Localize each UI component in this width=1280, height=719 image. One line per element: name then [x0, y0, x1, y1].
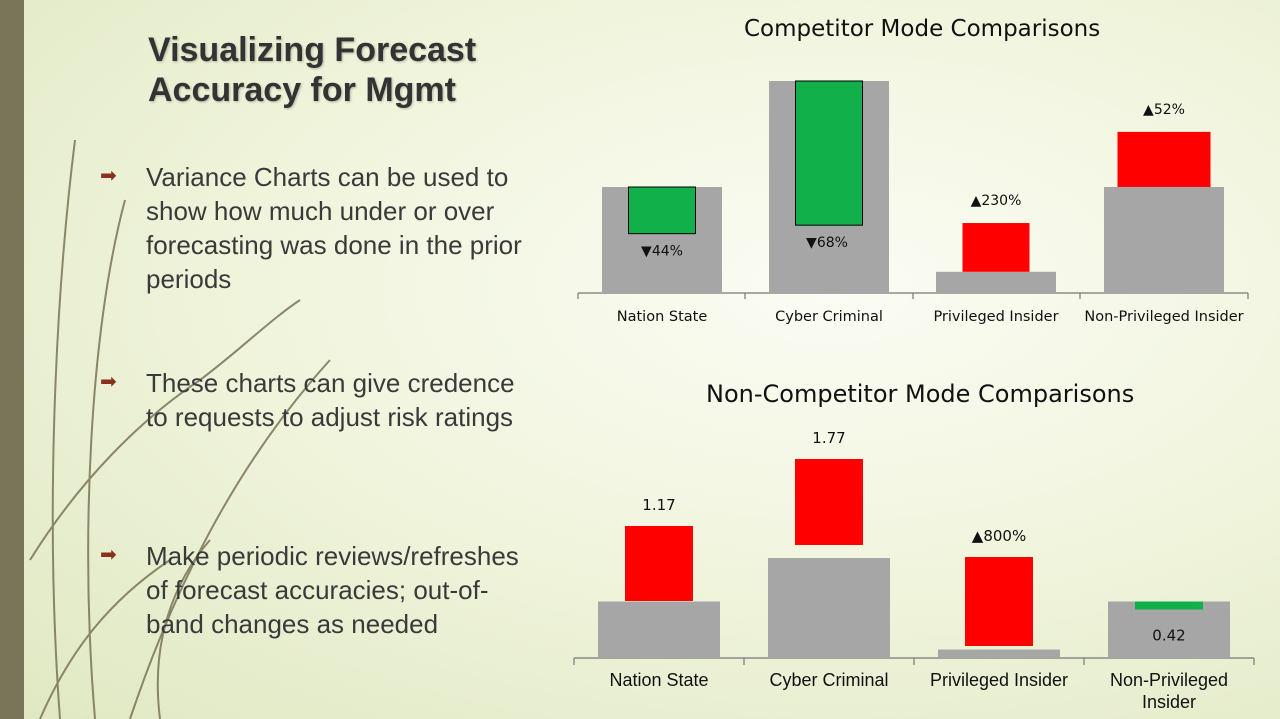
variance-label: ▼44% — [641, 244, 683, 260]
bullet-text: These charts can give credence to reques… — [146, 368, 515, 432]
category-tick-label: Nation State — [617, 309, 708, 325]
category-tick-label: Nation State — [609, 670, 708, 690]
under-forecast-bar — [628, 186, 696, 235]
value-label: 1.17 — [642, 496, 675, 514]
baseline-bar — [1108, 601, 1230, 658]
arrow-right-icon: ➡ — [100, 165, 117, 187]
bullet-item-credence: ➡ These charts can give credence to requ… — [100, 366, 540, 434]
baseline-bar — [936, 271, 1056, 293]
under-forecast-bar — [1135, 601, 1203, 610]
over-forecast-bar — [625, 526, 693, 601]
category-tick-label: Privileged Insider — [930, 670, 1068, 690]
slide-title: Visualizing Forecast Accuracy for Mgmt — [148, 31, 477, 109]
over-forecast-bar — [965, 557, 1033, 646]
bullet-item-periodic-reviews: ➡ Make periodic reviews/refreshes of for… — [100, 539, 540, 641]
variance-label: ▼68% — [806, 235, 848, 251]
under-forecast-bar — [795, 80, 863, 226]
arrow-right-icon: ➡ — [100, 544, 117, 566]
arrow-right-icon: ➡ — [100, 371, 117, 393]
bullet-item-variance-charts: ➡ Variance Charts can be used to show ho… — [100, 160, 540, 296]
category-tick-label: Non-Privileged Insider — [1084, 309, 1243, 325]
category-tick-label: Cyber Criminal — [775, 309, 883, 325]
baseline-bar — [768, 557, 890, 658]
variance-label: ▲230% — [971, 193, 1022, 209]
category-tick-label: Non-Privileged — [1110, 670, 1228, 690]
baseline-bar — [1104, 187, 1224, 293]
side-accent-strip — [0, 0, 24, 719]
competitor-chart-title: Competitor Mode Comparisons — [744, 16, 1101, 42]
value-label: 0.42 — [1152, 627, 1185, 645]
over-forecast-bar — [962, 223, 1030, 272]
category-tick-label: Privileged Insider — [933, 309, 1058, 325]
value-label: 1.77 — [812, 429, 845, 447]
value-label: ▲800% — [972, 527, 1026, 545]
over-forecast-bar — [795, 459, 863, 545]
baseline-bar — [938, 649, 1060, 658]
bullet-text: Make periodic reviews/refreshes of forec… — [146, 541, 519, 639]
category-tick-label: Cyber Criminal — [769, 670, 888, 690]
variance-label: ▲52% — [1143, 102, 1185, 118]
non-competitor-chart-title: Non-Competitor Mode Comparisons — [706, 380, 1135, 408]
baseline-bar — [598, 601, 720, 658]
bullet-text: Variance Charts can be used to show how … — [146, 162, 522, 294]
over-forecast-bar — [1117, 131, 1211, 187]
category-tick-label: Insider — [1142, 692, 1196, 712]
